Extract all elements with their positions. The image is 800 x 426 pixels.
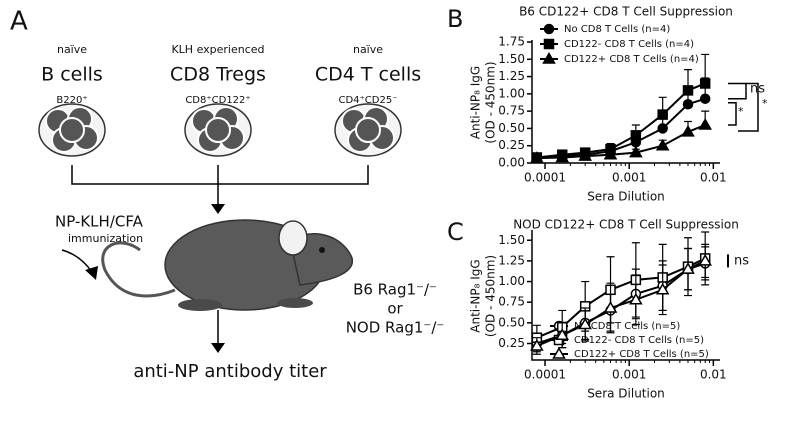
point <box>543 38 555 50</box>
point <box>630 130 642 141</box>
annotation: * <box>762 97 768 110</box>
point <box>578 149 592 161</box>
point <box>555 328 570 340</box>
chart-title: NOD CD122+ CD8 T Cell Suppression <box>513 218 739 232</box>
readout: anti-NP antibody titer <box>133 361 327 382</box>
x-tick-label: 0.001 <box>612 368 646 382</box>
point <box>681 262 695 274</box>
y-tick-label: 0.25 <box>498 138 525 152</box>
cell-name: B cells <box>41 64 103 86</box>
point <box>681 124 695 137</box>
point <box>578 317 592 330</box>
axis <box>531 230 720 361</box>
point <box>543 23 555 35</box>
cell <box>355 117 381 143</box>
legend-label: CD122+ CD8 T Cells (n=4) <box>564 54 699 65</box>
x-tick-label: 0.0001 <box>524 368 566 382</box>
connector <box>61 249 93 273</box>
panel-label: C <box>447 218 464 246</box>
point <box>698 117 712 130</box>
host: NOD Rag1⁻/⁻ <box>346 319 445 337</box>
legend-label: No CD8 T Cells (n=4) <box>564 24 670 35</box>
cell-name: CD4 T cells <box>315 64 421 86</box>
series-line <box>536 97 706 159</box>
point <box>552 347 566 359</box>
point <box>699 78 711 89</box>
y-tick-label: 0.50 <box>498 121 525 135</box>
point <box>698 253 712 266</box>
arrow-head <box>211 204 225 214</box>
y-tick-label: 0.00 <box>498 156 525 170</box>
y-tick-label: 1.25 <box>498 253 525 267</box>
panel-label: A <box>10 7 28 37</box>
connector <box>71 165 369 206</box>
point <box>657 109 668 120</box>
y-tick-label: 1.50 <box>498 233 525 247</box>
y-tick-label: 1.75 <box>498 35 525 49</box>
cell-state: KLH experienced <box>171 43 264 56</box>
point <box>629 292 643 305</box>
cell-marker: B220⁺ <box>56 95 87 106</box>
x-axis-label: Sera Dilution <box>587 190 665 204</box>
point <box>682 85 694 96</box>
cell <box>205 117 231 143</box>
point <box>603 300 618 313</box>
y-axis-label: Anti-NP₈ IgG <box>469 66 483 139</box>
point <box>555 150 570 163</box>
point <box>657 123 668 134</box>
y-tick-label: 1.50 <box>498 52 525 66</box>
y-axis-label: (OD - 450nm) <box>484 255 498 337</box>
annotation: * <box>738 105 744 118</box>
panel-label: B <box>447 5 463 33</box>
point <box>655 138 670 151</box>
immunization-note: immunization <box>68 232 143 245</box>
cell-state: naïve <box>57 43 87 56</box>
arrow-head <box>211 343 225 353</box>
cell-marker: CD4⁺CD25⁻ <box>338 95 397 106</box>
cell-marker: CD8⁺CD122⁺ <box>185 95 250 106</box>
point <box>682 98 694 110</box>
x-tick-label: 0.001 <box>612 171 646 185</box>
y-tick-label: 0.75 <box>498 104 525 118</box>
mouse <box>101 219 354 311</box>
point <box>629 145 643 158</box>
x-axis-label: Sera Dilution <box>587 387 665 401</box>
x-tick-label: 0.01 <box>700 368 727 382</box>
legend-label: CD122+ CD8 T Cells (n=5) <box>574 349 709 360</box>
y-tick-label: 0.25 <box>498 336 525 350</box>
annotation: ns <box>734 253 749 268</box>
point <box>530 338 544 351</box>
point <box>542 52 556 64</box>
y-axis-label: Anti-NP₈ IgG <box>469 259 483 332</box>
y-tick-label: 0.50 <box>498 315 525 329</box>
y-tick-label: 1.00 <box>498 274 525 288</box>
cell-state: naïve <box>353 43 383 56</box>
y-tick-label: 1.00 <box>498 86 525 100</box>
y-tick-label: 0.75 <box>498 295 525 309</box>
arrow-head <box>85 266 98 280</box>
y-tick-label: 1.25 <box>498 69 525 83</box>
point <box>530 151 544 163</box>
immunization: NP-KLH/CFA <box>55 213 144 231</box>
point <box>603 147 618 160</box>
series-line <box>536 82 706 159</box>
x-tick-label: 0.0001 <box>524 171 566 185</box>
bracket <box>728 82 747 100</box>
bracket <box>728 101 737 126</box>
cell-name: CD8 Tregs <box>170 64 266 86</box>
point <box>699 93 711 104</box>
legend-label: No CD8 T Cells (n=5) <box>574 321 680 332</box>
host: or <box>387 300 403 318</box>
point <box>655 282 670 295</box>
bracket <box>738 82 759 132</box>
legend-label: CD122- CD8 T Cells (n=5) <box>574 335 704 346</box>
cell <box>59 117 85 143</box>
host: B6 Rag1⁻/⁻ <box>353 281 437 299</box>
y-axis-label: (OD - 450nm) <box>484 61 498 143</box>
legend-label: CD122- CD8 T Cells (n=4) <box>564 39 694 50</box>
x-tick-label: 0.01 <box>700 171 727 185</box>
chart-title: B6 CD122+ CD8 T Cell Suppression <box>519 5 733 19</box>
